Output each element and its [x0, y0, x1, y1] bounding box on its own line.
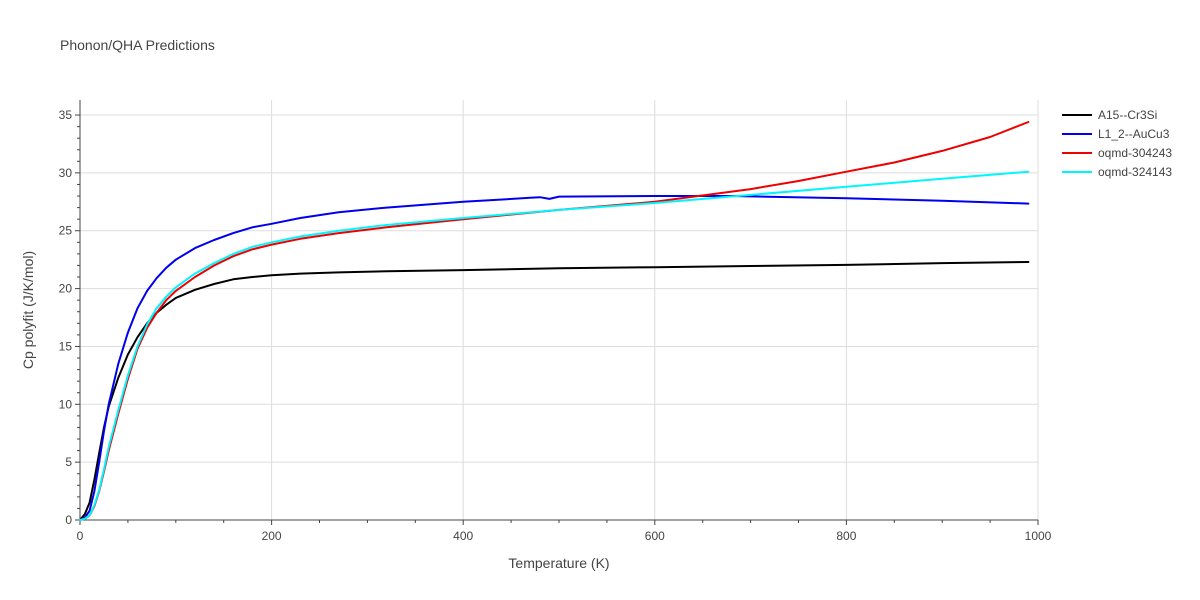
- y-tick-label: 10: [59, 397, 73, 411]
- x-tick-label: 800: [836, 529, 856, 543]
- y-tick-label: 20: [59, 282, 73, 296]
- x-tick-label: 400: [453, 529, 473, 543]
- plot-area: [79, 121, 1030, 521]
- x-tick-label: 200: [262, 529, 282, 543]
- axes: 0 5 10 15 20 25 30 35 0 200 400 600 800 1000: [59, 100, 1052, 543]
- series-line-L1_2--AuCu3: [79, 195, 1030, 521]
- x-tick-label: 600: [645, 529, 665, 543]
- series-line-oqmd-324143: [79, 170, 1030, 521]
- gridlines: [80, 100, 1039, 520]
- x-tick-label: 1000: [1025, 529, 1052, 543]
- y-tick-label: 30: [59, 166, 73, 180]
- legend-label: oqmd-324143: [1098, 165, 1172, 179]
- y-tick-label: 15: [59, 339, 73, 353]
- legend-item[interactable]: A15--Cr3Si: [1062, 108, 1157, 122]
- legend-item[interactable]: oqmd-324143: [1062, 165, 1172, 179]
- legend-item[interactable]: L1_2--AuCu3: [1062, 127, 1170, 141]
- y-tick-label: 25: [59, 224, 73, 238]
- y-axis-title: Cp polyfit (J/K/mol): [20, 251, 36, 369]
- x-axis-title: Temperature (K): [508, 555, 609, 571]
- series-line-A15--Cr3Si: [79, 261, 1030, 521]
- legend-label: L1_2--AuCu3: [1098, 127, 1170, 141]
- legend-item[interactable]: oqmd-304243: [1062, 146, 1172, 160]
- legend-label: A15--Cr3Si: [1098, 108, 1157, 122]
- y-tick-label: 35: [59, 108, 73, 122]
- legend-label: oqmd-304243: [1098, 146, 1172, 160]
- x-tick-label: 0: [77, 529, 84, 543]
- y-tick-label: 0: [65, 513, 72, 527]
- y-tick-label: 5: [65, 455, 72, 469]
- legend[interactable]: A15--Cr3Si L1_2--AuCu3 oqmd-304243 oqmd-324…: [1062, 108, 1172, 179]
- series-line-oqmd-304243: [79, 121, 1030, 521]
- chart-title: Phonon/QHA Predictions: [60, 37, 215, 53]
